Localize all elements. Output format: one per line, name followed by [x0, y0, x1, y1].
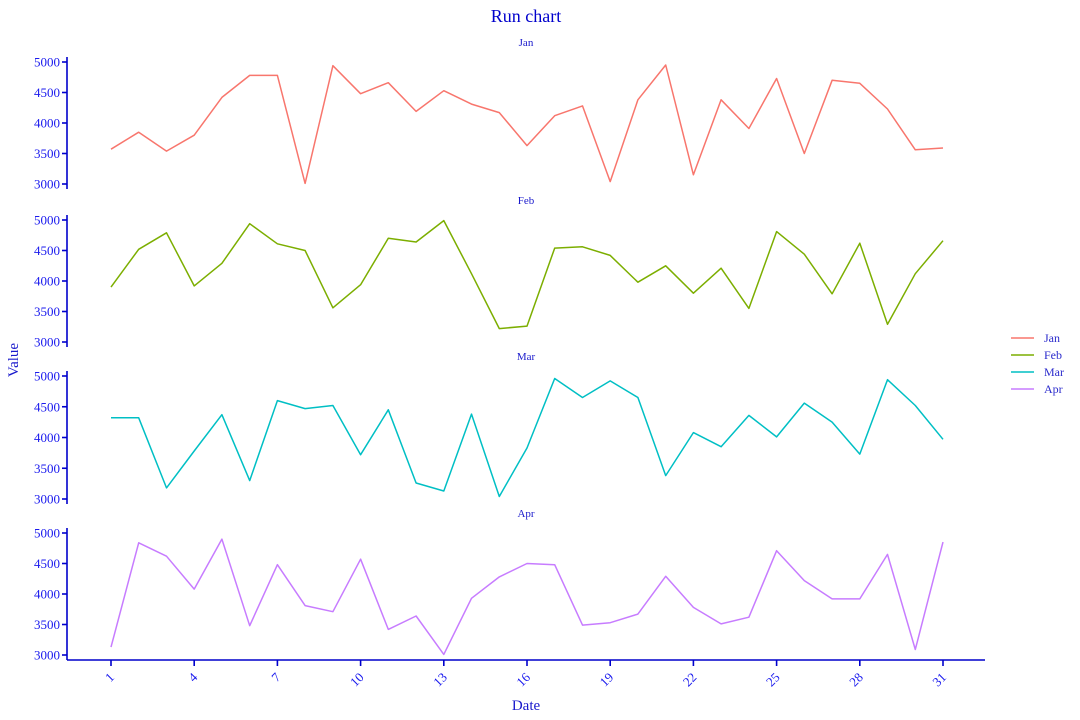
facet-label: Feb [518, 195, 535, 207]
facet-label: Apr [517, 508, 534, 520]
y-tick-label: 3500 [34, 617, 60, 632]
x-tick-label: 10 [347, 670, 367, 690]
legend-item-apr: Apr [1011, 382, 1063, 396]
facet-label: Mar [517, 351, 536, 363]
y-tick-label: 4500 [34, 85, 60, 100]
y-tick-label: 5000 [34, 369, 60, 384]
x-axis-title: Date [512, 698, 541, 714]
x-tick-label: 1 [102, 670, 117, 685]
x-tick-label: 22 [680, 670, 700, 690]
chart-title: Run chart [491, 6, 561, 26]
legend-label: Mar [1044, 365, 1064, 379]
y-tick-label: 4000 [34, 116, 60, 131]
x-tick-label: 7 [268, 669, 284, 685]
legend-item-feb: Feb [1011, 348, 1062, 362]
x-tick-label: 13 [430, 670, 450, 690]
legend-label: Jan [1044, 331, 1060, 345]
y-tick-label: 3000 [34, 335, 60, 350]
y-tick-label: 3500 [34, 146, 60, 161]
y-tick-label: 5000 [34, 55, 60, 70]
y-tick-label: 4500 [34, 243, 60, 258]
y-tick-label: 3000 [34, 177, 60, 192]
series-line-mar [111, 377, 944, 498]
facet-panel-mar: Mar 3000 3500 4000 4500 5000 [34, 351, 944, 507]
y-axis-title: Value [6, 343, 22, 377]
y-tick-label: 5000 [34, 526, 60, 541]
y-tick-label: 3000 [34, 492, 60, 507]
y-tick-label: 4000 [34, 587, 60, 602]
y-tick-label: 3500 [34, 461, 60, 476]
facet-panels: Jan 3000 3500 4000 4500 5000 Feb 3000 3500 4000 45… [34, 37, 944, 663]
legend-item-mar: Mar [1011, 365, 1064, 379]
legend-label: Apr [1044, 382, 1063, 396]
y-tick-label: 4500 [34, 556, 60, 571]
legend: Jan Feb Mar Apr [1011, 331, 1064, 396]
x-tick-label: 31 [929, 670, 949, 690]
facet-panel-jan: Jan 3000 3500 4000 4500 5000 [34, 37, 944, 192]
series-line-feb [110, 219, 944, 330]
legend-item-jan: Jan [1011, 331, 1060, 345]
series-line-apr [110, 538, 944, 656]
legend-label: Feb [1044, 348, 1062, 362]
x-axis: 1 4 7 10 13 16 19 22 25 28 31 [67, 659, 985, 690]
facet-panel-apr: Apr 3000 3500 4000 4500 5000 [34, 508, 944, 663]
y-tick-label: 5000 [34, 213, 60, 228]
y-tick-label: 4000 [34, 274, 60, 289]
x-tick-label: 25 [763, 670, 783, 690]
y-tick-label: 3000 [34, 648, 60, 663]
x-tick-label: 19 [597, 670, 617, 690]
x-tick-label: 4 [185, 669, 201, 685]
y-tick-label: 4500 [34, 399, 60, 414]
series-line-jan [110, 64, 944, 185]
facet-label: Jan [519, 37, 534, 49]
facet-panel-feb: Feb 3000 3500 4000 4500 5000 [34, 195, 944, 350]
y-tick-label: 3500 [34, 304, 60, 319]
x-tick-label: 28 [846, 670, 866, 690]
x-tick-label: 16 [513, 669, 533, 689]
y-tick-label: 4000 [34, 430, 60, 445]
